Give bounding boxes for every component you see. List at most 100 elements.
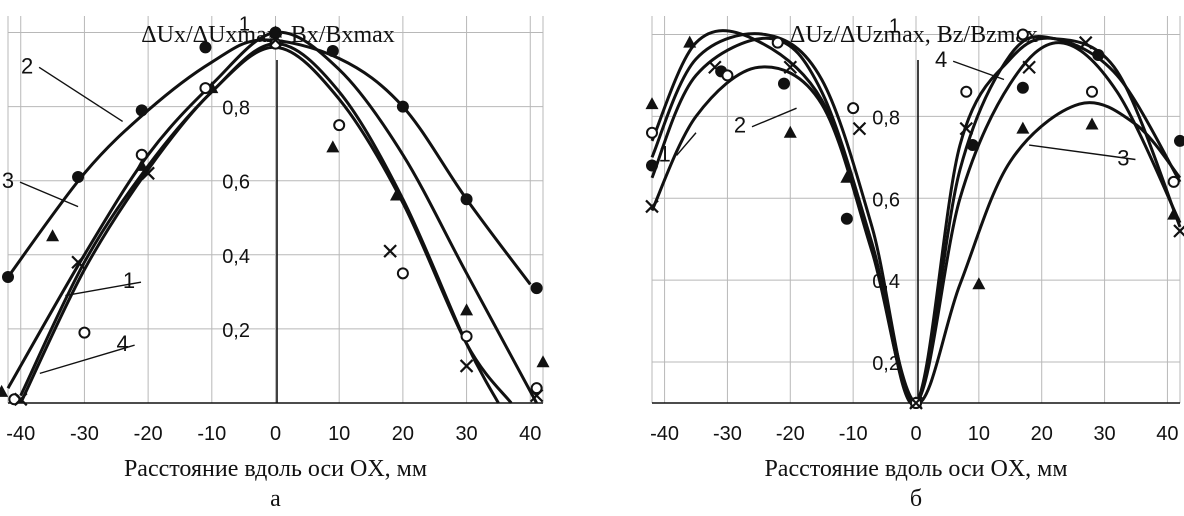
y-tick-label: 0,6 (872, 189, 900, 211)
data-point-open-circle (460, 330, 473, 343)
curve-label-leader (751, 107, 797, 128)
data-point-cross (141, 166, 155, 181)
data-point-triangle (645, 97, 659, 110)
series-curve-4 (19, 45, 513, 404)
curve-label-4: 4 (935, 47, 947, 72)
data-point-dot (1092, 48, 1105, 61)
data-point-open-circle (646, 126, 658, 139)
data-point-open-circle (135, 148, 148, 161)
curve-label-2: 2 (21, 53, 33, 78)
curve-label-leader (19, 181, 79, 208)
data-point-open-circle (847, 102, 860, 115)
y-tick-label: 0,2 (872, 353, 900, 375)
data-point-triangle (269, 25, 282, 38)
data-point-triangle (683, 35, 697, 48)
data-point-open-circle (199, 82, 212, 95)
data-point-cross (1022, 60, 1036, 75)
y-tick-label: 1 (239, 14, 250, 36)
curve-label-4: 4 (117, 331, 129, 356)
data-point-cross (959, 121, 974, 136)
x-tick-label: -30 (70, 423, 99, 445)
x-tick-label: 0 (270, 423, 281, 445)
data-point-cross (1173, 224, 1184, 238)
data-point-open-circle (1016, 28, 1029, 41)
data-point-triangle (1016, 121, 1030, 134)
x-tick-label: 20 (1031, 423, 1053, 445)
x-tick-label: -40 (650, 423, 679, 445)
x-tick-label: 10 (328, 423, 350, 445)
x-tick-label: -10 (197, 423, 226, 445)
data-point-triangle (46, 229, 60, 242)
data-point-triangle (460, 303, 474, 316)
data-point-cross (1078, 35, 1093, 50)
y-tick-label: 0,6 (222, 172, 250, 194)
x-tick-label: -30 (713, 423, 742, 445)
grid (7, 16, 544, 403)
panel-label: а (270, 486, 281, 512)
data-point-triangle (0, 384, 9, 397)
curve-label-leader (65, 281, 142, 297)
data-point-dot (326, 45, 339, 58)
data-point-cross (852, 121, 867, 136)
curve-label-leader (1029, 144, 1136, 161)
data-point-triangle (326, 140, 340, 153)
y-tick-label: 0,2 (222, 320, 250, 342)
data-point-triangle (536, 355, 550, 368)
data-point-cross (383, 244, 397, 258)
data-point-cross (13, 392, 28, 407)
curve-label-2: 2 (734, 113, 746, 138)
data-point-dot (646, 159, 658, 172)
y-tick-label: 0,8 (872, 107, 900, 129)
chart-panel-a: -40 -30 -20 -10 0 10 20 30 400,20,40,60,81ΔUx/ΔU… (0, 14, 550, 512)
data-point-cross (459, 359, 474, 373)
data-point-open-circle (1086, 85, 1098, 98)
data-point-open-circle (1167, 175, 1180, 188)
chart-panel-b: -40 -30 -20 -10 0 10 20 30 400,20,40,60,81ΔUz/ΔU… (645, 15, 1184, 512)
data-point-cross (71, 255, 85, 269)
data-point-cross (708, 60, 722, 75)
data-point-dot (72, 171, 85, 184)
data-point-dot (778, 77, 790, 90)
curve-label-1: 1 (123, 268, 135, 293)
x-axis-label: Расстояние вдоль оси OX, мм (124, 456, 427, 482)
data-point-dot (1016, 81, 1029, 94)
data-point-dot (460, 193, 473, 206)
data-point-triangle (972, 277, 986, 290)
data-point-dot (199, 41, 212, 54)
curve-label-1: 1 (658, 141, 670, 166)
data-point-dot (840, 212, 853, 225)
x-tick-label: 30 (455, 423, 477, 445)
data-point-dot (2, 271, 14, 284)
curve-label-leader (676, 132, 697, 156)
series-curve-1 (19, 42, 500, 404)
y-tick-label: 0,4 (222, 246, 250, 268)
data-point-open-circle (771, 36, 784, 49)
data-point-cross (645, 199, 659, 214)
x-tick-label: -10 (839, 423, 868, 445)
panel-label: б (910, 486, 922, 512)
data-point-triangle (135, 158, 149, 171)
series-curve-3 (6, 30, 538, 404)
data-point-open-circle (396, 267, 409, 280)
data-point-open-circle (721, 69, 734, 82)
data-point-open-circle (78, 326, 91, 339)
x-tick-label: -40 (6, 423, 35, 445)
y-tick-label: 1 (889, 15, 900, 37)
data-point-triangle (390, 188, 404, 201)
data-point-dot (135, 104, 148, 117)
x-tick-label: 40 (1156, 423, 1178, 445)
x-tick-label: 20 (392, 423, 414, 445)
data-point-cross (783, 60, 798, 75)
data-point-dot (1174, 134, 1184, 147)
curve-label-leader (39, 344, 135, 375)
curve-label-leader (952, 60, 1005, 81)
curve-label-3: 3 (2, 168, 14, 193)
data-point-open-circle (333, 119, 346, 132)
data-point-triangle (783, 125, 797, 138)
curve-label-3: 3 (1117, 146, 1129, 171)
x-axis-label: Расстояние вдоль оси OX, мм (764, 456, 1067, 482)
series-curve-2 (6, 38, 532, 286)
y-axis-label: ΔUz/ΔUzmax, Bz/Bzmax (790, 22, 1038, 48)
data-point-triangle (840, 170, 854, 183)
data-point-cross (268, 33, 283, 47)
